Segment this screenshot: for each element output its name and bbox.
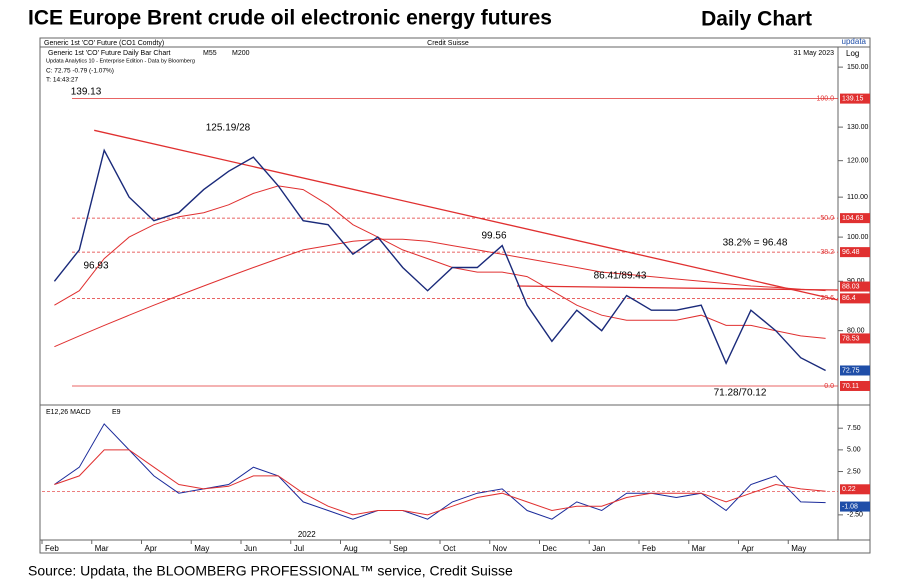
value-tag-label: 70.11: [842, 383, 859, 390]
y-tick-label: 110.00: [847, 194, 868, 201]
fib-level: 0.0: [824, 383, 834, 390]
value-tag: [840, 93, 870, 104]
y-tick-label: 150.00: [847, 64, 869, 71]
value-tag: [840, 484, 870, 495]
series-line: [54, 185, 826, 339]
annotation: 71.28/70.12: [714, 388, 767, 399]
x-tick-label: Nov: [493, 544, 507, 553]
ma1-label: M55: [203, 50, 217, 57]
x-tick-label: May: [194, 544, 209, 553]
x-tick-label: Jan: [592, 544, 605, 553]
source: Source: Updata, the BLOOMBERG PROFESSION…: [28, 563, 513, 579]
x-tick-label: Dec: [543, 544, 557, 553]
x-tick-label: Aug: [344, 544, 358, 553]
value-tag-label: 72.75: [842, 367, 860, 374]
trendline: [516, 285, 839, 291]
value-tag-label: 78.53: [842, 335, 860, 342]
brand: updata: [842, 37, 867, 46]
value-tag-label: -1.08: [842, 503, 858, 510]
y-tick-label: 2.50: [847, 468, 861, 475]
trendline: [94, 129, 839, 301]
y-tick-label: -2.50: [847, 512, 863, 519]
annotation: 86.41/89.43: [594, 271, 647, 282]
edition: Updata Analytics 10 - Enterprise Edition…: [46, 58, 195, 64]
x-tick-label: Apr: [145, 544, 158, 553]
y-tick-label: 5.00: [847, 447, 861, 454]
macd-signal-name: E9: [112, 409, 121, 416]
x-tick-label: Mar: [692, 544, 706, 553]
scale: Log: [846, 49, 859, 58]
x-tick-label: Sep: [393, 544, 408, 553]
fib-level: 50.0: [820, 215, 834, 222]
x-tick-label: Apr: [742, 544, 755, 553]
value-tag-label: 104.63: [842, 215, 864, 222]
frame: [39, 37, 871, 554]
x-tick-label: Mar: [95, 544, 109, 553]
annotation: 96.93: [83, 261, 108, 272]
value-tag: [840, 380, 870, 391]
macd-title: E12,26 MACD: [46, 409, 91, 416]
value-tag-label: 88.03: [842, 283, 860, 290]
y-tick-label: 120.00: [847, 158, 869, 165]
date: 31 May 2023: [794, 50, 835, 57]
y-tick-label: 80.00: [847, 327, 865, 334]
annotation: 99.56: [481, 231, 506, 242]
year-label: 2022: [298, 530, 316, 539]
x-tick-label: May: [791, 544, 806, 553]
value-tag: [840, 365, 870, 376]
value-tag: [840, 333, 870, 344]
value-tag: [840, 501, 870, 512]
value-tag: [840, 281, 870, 292]
series-line: [54, 449, 826, 516]
close: C: 72.75 -0.79 (-1.07%): [46, 68, 114, 75]
value-tag-label: 86.4: [842, 295, 856, 302]
broker: Credit Suisse: [427, 40, 469, 47]
ma2-label: M200: [232, 50, 250, 57]
x-tick-label: Oct: [443, 544, 456, 553]
instrument: Generic 1st 'CO' Future (CO1 Comdty): [44, 40, 164, 47]
fib-level: 23.6: [820, 295, 834, 302]
right-title: Daily Chart: [701, 8, 812, 31]
title: ICE Europe Brent crude oil electronic en…: [28, 7, 552, 30]
x-tick-label: Feb: [642, 544, 656, 553]
value-tag: [840, 247, 870, 258]
x-tick-label: Jun: [244, 544, 257, 553]
series-line: [54, 238, 826, 348]
time: T: 14:43:27: [46, 77, 79, 84]
x-tick-label: Jul: [294, 544, 304, 553]
value-tag-label: 96.48: [842, 249, 860, 256]
annotation: 38.2% = 96.48: [723, 238, 788, 249]
y-tick-label: 100.00: [847, 234, 869, 241]
value-tag-label: 139.15: [842, 95, 864, 102]
chart-name: Generic 1st 'CO' Future Daily Bar Chart: [48, 50, 171, 57]
value-tag: [840, 293, 870, 304]
y-tick-label: 130.00: [847, 124, 869, 131]
fib-level: 100.0: [816, 95, 834, 102]
annotation: 125.19/28: [206, 123, 251, 134]
value-tag-label: 0.22: [842, 486, 856, 493]
series-line: [53, 148, 826, 372]
value-tag: [840, 213, 870, 224]
x-tick-label: Feb: [45, 544, 59, 553]
fib-level: 38.2: [820, 249, 834, 256]
annotation: 139.13: [71, 87, 102, 98]
y-tick-label: 7.50: [847, 425, 861, 432]
